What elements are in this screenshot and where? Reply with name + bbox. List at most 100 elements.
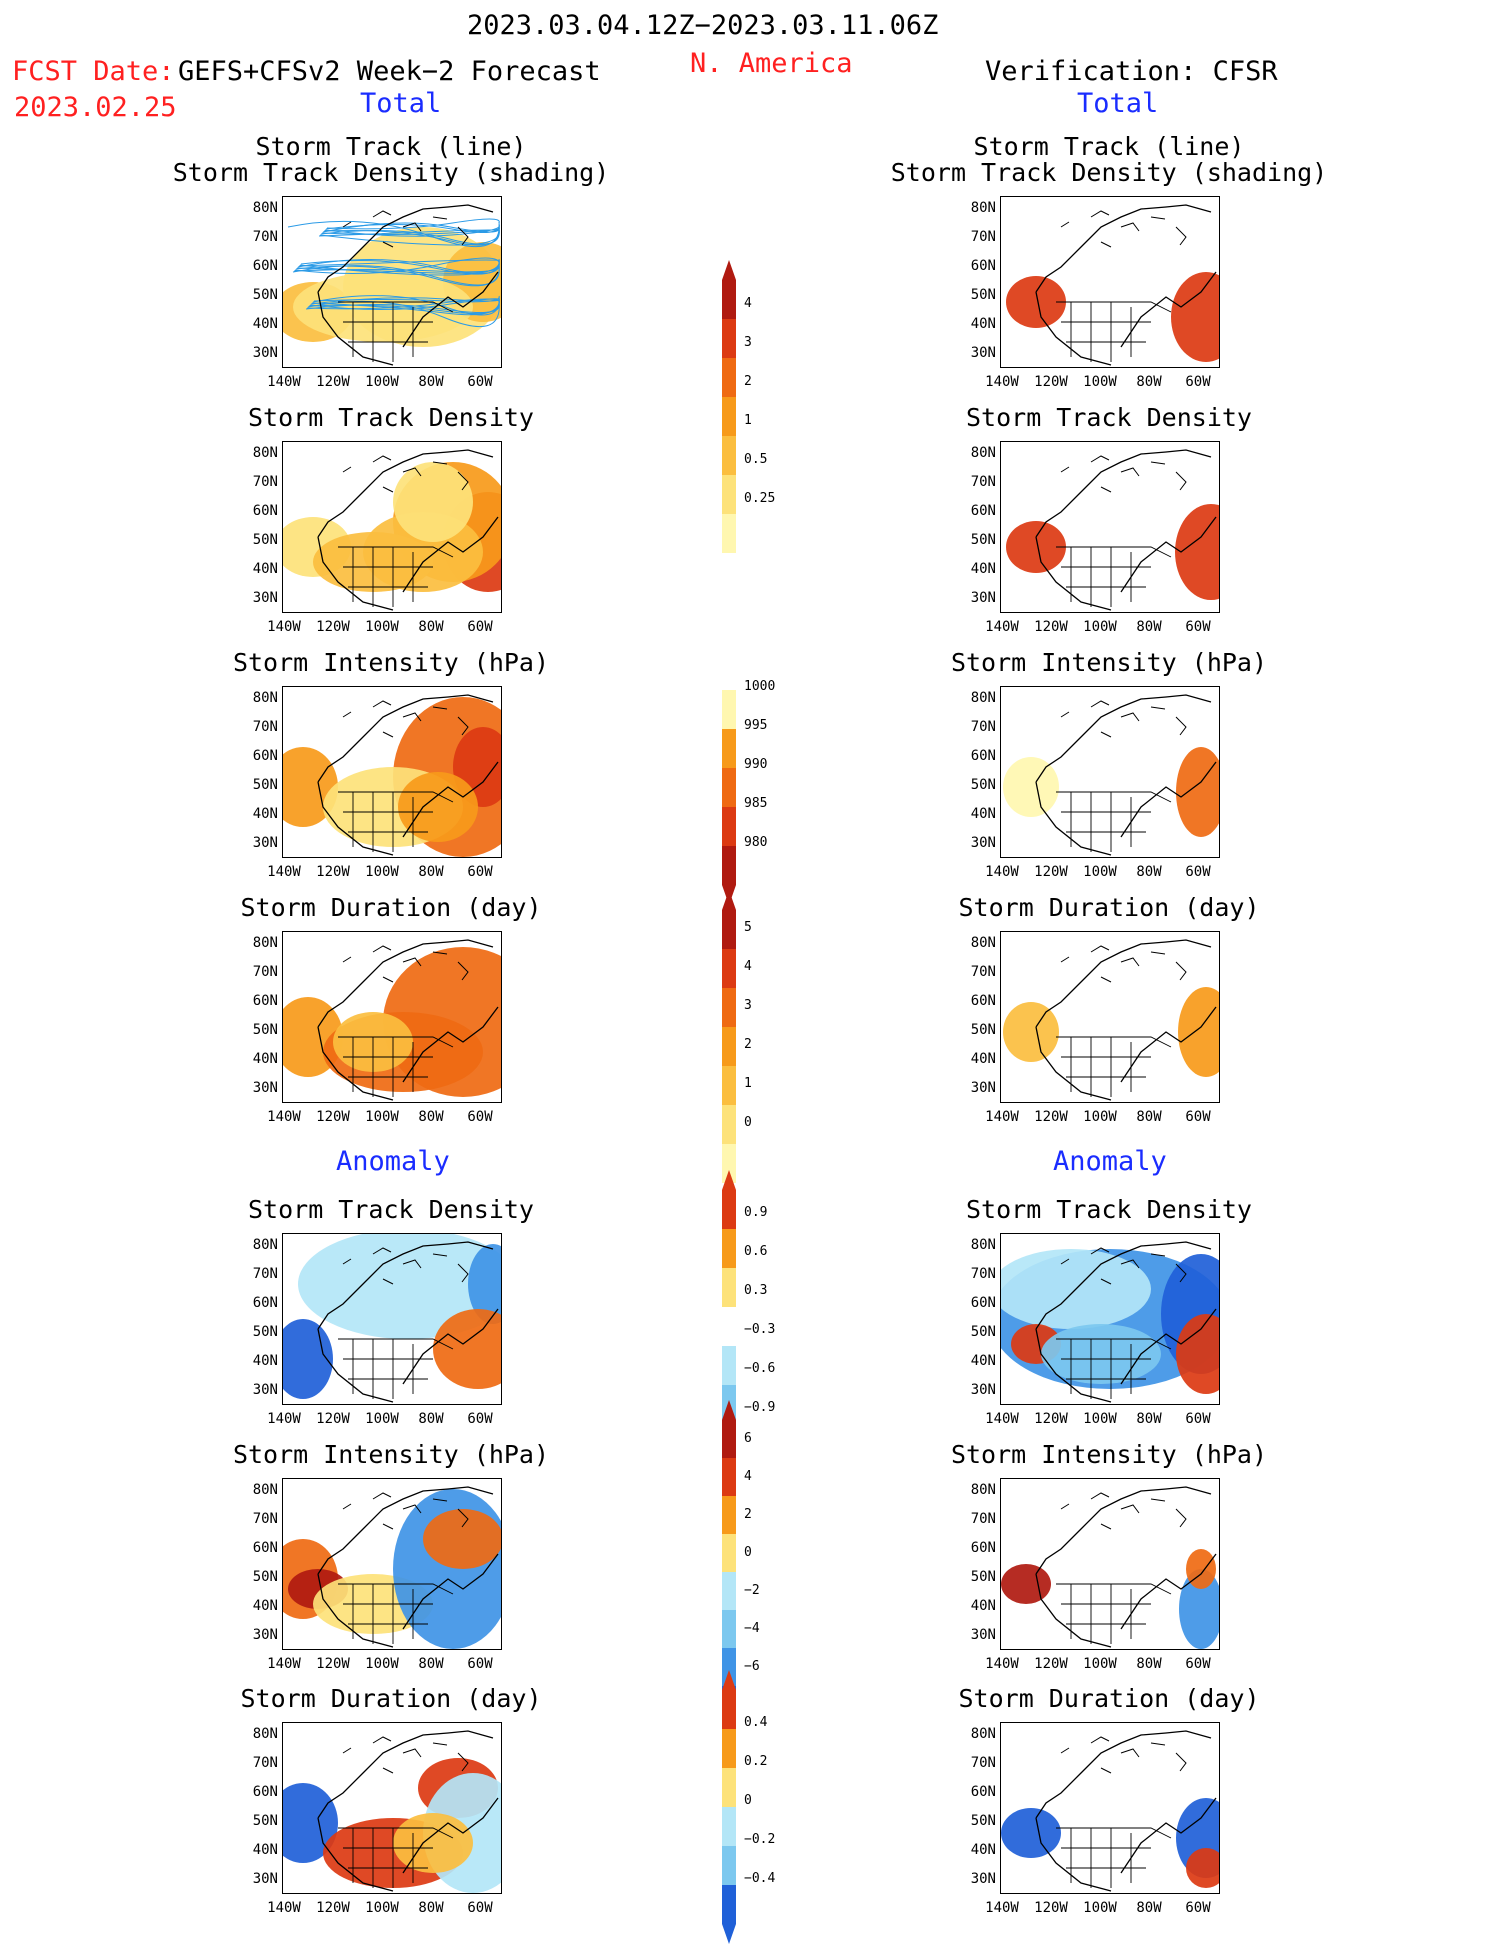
- lat-label: 70N: [970, 719, 996, 735]
- colorbar-cell: [722, 1268, 736, 1307]
- colorbar-cell: [722, 768, 736, 807]
- colorbar-cell: [722, 319, 736, 358]
- shaded-region: [283, 1783, 338, 1863]
- colorbar-cell: [722, 1885, 736, 1924]
- lon-label: 140W: [267, 864, 301, 880]
- state-borders: [1056, 791, 1172, 852]
- map-field: [1001, 1241, 1219, 1403]
- colorbar-label: 0: [744, 1115, 752, 1130]
- lon-label: 120W: [316, 864, 350, 880]
- lon-label: 120W: [316, 374, 350, 390]
- lat-label: 40N: [970, 1353, 996, 1369]
- lon-label: 100W: [1083, 1411, 1117, 1427]
- lon-label: 80W: [1136, 619, 1162, 635]
- colorbar-label: 6: [744, 1431, 752, 1446]
- colorbar-label: 0.4: [744, 1715, 768, 1730]
- shaded-region: [1186, 1549, 1216, 1589]
- lon-label: 60W: [1185, 1900, 1211, 1916]
- lon-label: 60W: [467, 1109, 493, 1125]
- state-borders: [338, 791, 454, 852]
- colorbar-arrow-top: [722, 260, 736, 280]
- lon-label: 120W: [316, 1109, 350, 1125]
- colorbar-label: 2: [744, 374, 752, 389]
- state-borders: [338, 301, 454, 362]
- lat-label: 80N: [252, 1482, 278, 1498]
- lon-label: 120W: [1034, 1656, 1068, 1672]
- colorbar-anom_intensity: [722, 1400, 736, 1744]
- colorbar-label: −0.9: [744, 1400, 776, 1415]
- map-field: [283, 1234, 501, 1403]
- state-borders: [338, 1338, 454, 1399]
- colorbar-label: −0.3: [744, 1322, 776, 1337]
- map-field: [283, 694, 501, 857]
- state-borders: [1056, 1036, 1172, 1097]
- map-left-2: [282, 686, 502, 858]
- lat-label: 30N: [970, 1080, 996, 1096]
- lon-label: 60W: [1185, 1411, 1211, 1427]
- panel-title-left: Storm Duration (day): [240, 1684, 542, 1713]
- arctic-islands: [342, 1736, 469, 1774]
- colorbar-arrow-bottom: [722, 1924, 736, 1944]
- lat-label: 50N: [970, 287, 996, 303]
- lon-label: 100W: [1083, 1656, 1117, 1672]
- shaded-region: [1006, 276, 1066, 328]
- storm-track-line: [306, 298, 500, 310]
- lat-label: 50N: [970, 1569, 996, 1585]
- lat-label: 50N: [252, 777, 278, 793]
- lon-label: 60W: [1185, 1656, 1211, 1672]
- lon-label: 80W: [418, 1411, 444, 1427]
- lon-label: 140W: [985, 1900, 1019, 1916]
- colorbar-cell: [722, 1346, 736, 1385]
- lat-label: 80N: [252, 935, 278, 951]
- map-right-3: [1000, 931, 1220, 1103]
- lat-label: 80N: [970, 1482, 996, 1498]
- lat-label: 70N: [970, 964, 996, 980]
- colorbar-anom_duration: [722, 1670, 736, 1944]
- storm-track-line: [310, 297, 500, 305]
- lon-label: 120W: [316, 1411, 350, 1427]
- lat-label: 80N: [252, 1237, 278, 1253]
- lat-label: 30N: [970, 1627, 996, 1643]
- lat-label: 30N: [970, 345, 996, 361]
- lat-label: 60N: [252, 503, 278, 519]
- arctic-islands: [1060, 1736, 1187, 1774]
- lon-label: 100W: [365, 1411, 399, 1427]
- arctic-islands: [342, 1247, 469, 1285]
- colorbar-label: −6: [744, 1659, 760, 1674]
- lat-label: 60N: [970, 503, 996, 519]
- map-left-5: [282, 1478, 502, 1650]
- panel-title-right: Storm Duration (day): [958, 893, 1260, 922]
- lat-label: 70N: [970, 1755, 996, 1771]
- right-total-label: Total: [1077, 88, 1159, 119]
- lat-label: 40N: [252, 806, 278, 822]
- shaded-region: [1003, 1002, 1059, 1062]
- verification-label: Verification: CFSR: [985, 56, 1278, 87]
- lat-label: 70N: [970, 1511, 996, 1527]
- lon-label: 60W: [1185, 619, 1211, 635]
- left-total-label: Total: [360, 88, 442, 119]
- lon-label: 100W: [365, 864, 399, 880]
- shaded-region: [1041, 1324, 1161, 1384]
- colorbar-cell: [722, 1534, 736, 1572]
- panel-title-left: Storm Track Density: [248, 403, 534, 432]
- storm-track-line: [305, 303, 500, 313]
- lon-label: 60W: [467, 1900, 493, 1916]
- state-borders: [1056, 1338, 1172, 1399]
- map-right-4: [1000, 1233, 1220, 1405]
- left-anomaly-label: Anomaly: [336, 1146, 450, 1177]
- colorbar-cell: [722, 846, 736, 885]
- model-name: GEFS+CFSv2 Week−2 Forecast: [178, 56, 601, 87]
- map-field: [1001, 1730, 1219, 1892]
- lat-label: 50N: [252, 1569, 278, 1585]
- lon-label: 140W: [267, 374, 301, 390]
- storm-track-line: [293, 265, 500, 273]
- lon-label: 100W: [365, 374, 399, 390]
- lon-label: 100W: [1083, 1109, 1117, 1125]
- lon-label: 100W: [1083, 374, 1117, 390]
- colorbar-label: −4: [744, 1621, 760, 1636]
- colorbar-label: −0.2: [744, 1832, 776, 1847]
- panel-title-left: Storm Track Density: [248, 1195, 534, 1224]
- lon-label: 140W: [267, 1411, 301, 1427]
- lat-label: 60N: [970, 748, 996, 764]
- colorbar-cell: [722, 397, 736, 436]
